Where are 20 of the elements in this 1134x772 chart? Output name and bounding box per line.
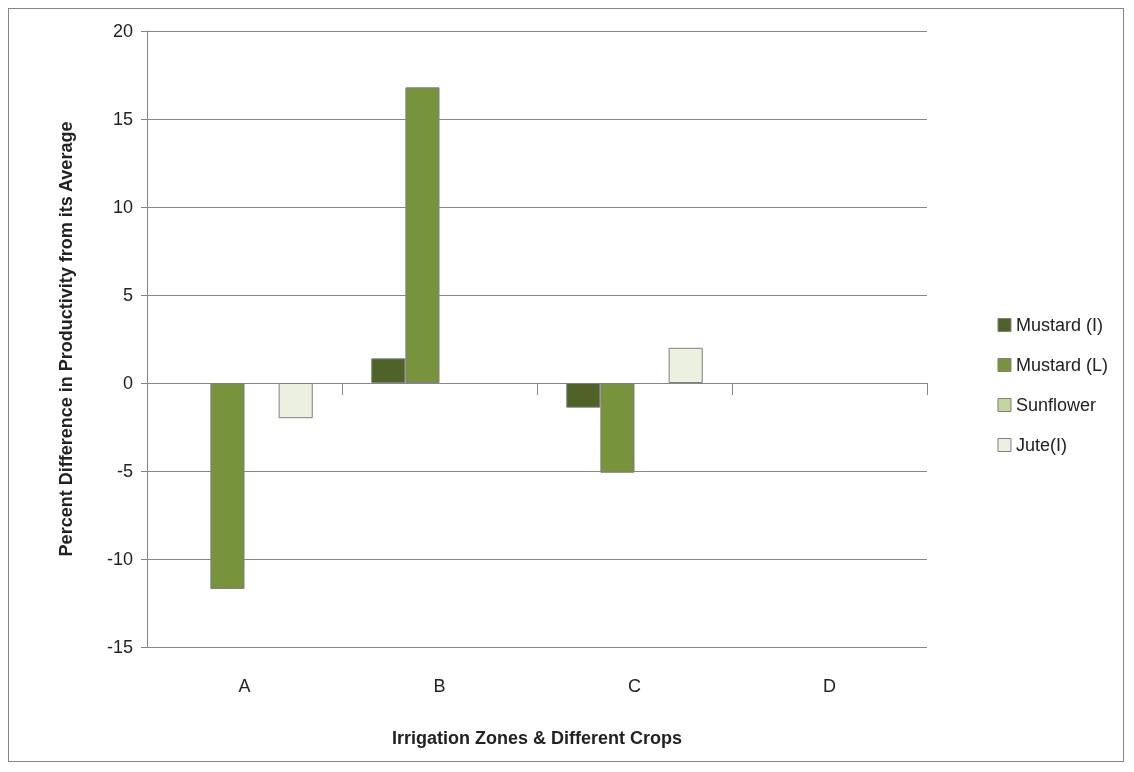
legend-label: Mustard (L) bbox=[1015, 355, 1109, 375]
legend-label: Mustard (I) bbox=[1015, 315, 1103, 335]
x-tick-label: C bbox=[628, 676, 641, 696]
y-tick-label: 15 bbox=[112, 109, 133, 129]
bar bbox=[278, 383, 313, 419]
bar bbox=[668, 347, 703, 383]
y-tick-label: 20 bbox=[112, 21, 133, 41]
x-tick-label: A bbox=[238, 676, 251, 696]
y-tick-label: -15 bbox=[106, 637, 133, 657]
y-axis-title: Percent Difference in Productivity from its Average bbox=[56, 121, 76, 557]
y-tick-label: 10 bbox=[112, 197, 133, 217]
y-tick-label: 0 bbox=[122, 373, 133, 393]
x-axis-title: Irrigation Zones & Different Crops bbox=[391, 728, 683, 748]
y-tick-label: -5 bbox=[116, 461, 133, 481]
y-tick-label: -10 bbox=[106, 549, 133, 569]
legend-label: Sunflower bbox=[1015, 395, 1097, 415]
x-tick-label: B bbox=[433, 676, 446, 696]
y-tick-label: 5 bbox=[122, 285, 133, 305]
legend-label: Jute(I) bbox=[1015, 435, 1067, 455]
x-tick-label: D bbox=[823, 676, 836, 696]
